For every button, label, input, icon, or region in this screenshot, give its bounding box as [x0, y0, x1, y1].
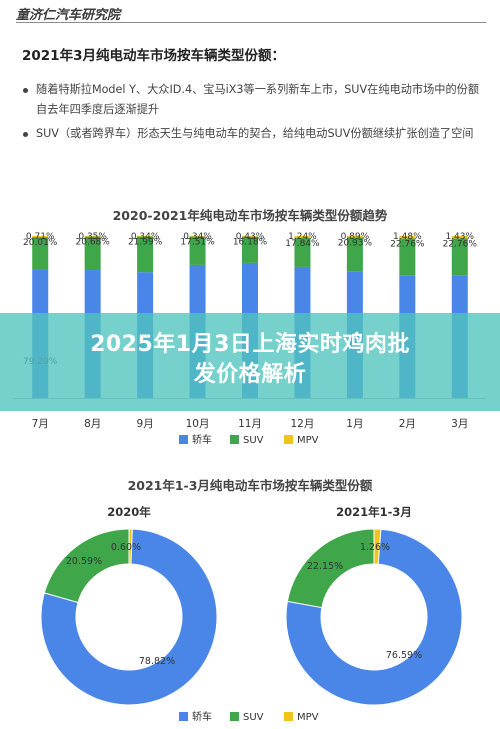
bar-MPV [346, 236, 363, 238]
x-tick-label: 3月 [451, 418, 468, 430]
bar-MPV [189, 236, 206, 237]
data-label: 17.51% [180, 238, 215, 248]
page-title: 2021年3月纯电动车市场按车辆类型份额： [22, 48, 285, 64]
bullet-item: 随着特斯拉Model Y、大众ID.4、宝马iX3等一系列新车上市，SUV在纯电… [22, 80, 480, 120]
donut-slice-轿车 [40, 528, 218, 706]
legend-label: SUV [243, 435, 264, 446]
donut-slice-轿车 [285, 528, 463, 706]
data-label: 17.84% [285, 239, 320, 249]
donut-charts: 2021年1-3月纯电动车市场按车辆类型份额 2020年 78.82% 20.59% 0… [40, 478, 463, 723]
data-label: 76.59% [386, 650, 422, 661]
bar-MPV [294, 236, 311, 239]
bullet-dot-icon [23, 132, 28, 137]
bullet-list: 随着特斯拉Model Y、大众ID.4、宝马iX3等一系列新车上市，SUV在纯电… [22, 80, 480, 148]
bar-SUV [399, 238, 416, 276]
brand-name: 童济仁汽车研究院 [16, 8, 121, 23]
data-label: 20.01% [23, 238, 58, 248]
data-label: 0.43% [236, 232, 265, 242]
header-divider [16, 22, 486, 23]
x-tick-label: 10月 [186, 418, 210, 430]
x-tick-label: 2月 [399, 418, 416, 430]
bar-MPV [242, 235, 258, 237]
data-label: 22.76% [443, 239, 478, 249]
chart-title: 2021年1-3月纯电动车市场按车辆类型份额 [128, 478, 373, 493]
bullet-text: 随着特斯拉Model Y、大众ID.4、宝马iX3等一系列新车上市，SUV在纯电… [36, 83, 480, 116]
x-tick-label: 8月 [84, 418, 101, 430]
chart-title: 2020-2021年纯电动车市场按车辆类型份额趋势 [113, 208, 388, 223]
data-label: 22.76% [390, 239, 425, 249]
x-tick-label: 12月 [291, 418, 315, 430]
legend-swatch [179, 435, 188, 444]
banner-line-1: 2025年1月3日上海实时鸡肉批 [90, 332, 410, 357]
data-label: 0.89% [341, 232, 370, 242]
legend-label: SUV [243, 712, 264, 723]
legend-label: 轿车 [192, 710, 212, 723]
data-label: 0.34% [183, 232, 212, 242]
bar-MPV [32, 235, 49, 238]
data-label: 1.26% [360, 542, 390, 553]
data-label: 0.71% [26, 232, 55, 242]
x-tick-label: 7月 [32, 418, 49, 430]
bar-SUV [189, 236, 206, 265]
donut-subtitle: 2020年 [107, 505, 151, 519]
legend-swatch [230, 712, 239, 721]
data-label: 1.48% [393, 232, 422, 242]
data-label: 20.59% [66, 556, 102, 567]
bar-SUV [294, 238, 311, 267]
bullet-text: SUV（或者跨界车）形态天生与纯电动车的契合，给纯电动SUV份额继续扩张创造了空… [36, 127, 474, 140]
donut-subtitle: 2021年1-3月 [336, 505, 412, 519]
data-label: 1.24% [288, 232, 317, 242]
bar-SUV [346, 237, 363, 272]
data-label: 1.43% [445, 232, 474, 242]
data-label: 0.60% [111, 542, 141, 553]
data-label: 0.34% [131, 232, 160, 242]
legend-swatch [179, 712, 188, 721]
donut-slice-SUV [286, 528, 375, 609]
overlay-banner [0, 313, 500, 411]
legend-label: 轿车 [192, 433, 212, 446]
legend-label: MPV [297, 712, 319, 723]
x-tick-label: 11月 [238, 418, 262, 430]
legend-swatch [284, 435, 293, 444]
data-label: 0.35% [78, 232, 107, 242]
bar-SUV [242, 236, 258, 263]
data-label: 20.93% [338, 238, 373, 248]
data-label: 21.99% [128, 238, 163, 248]
bar-MPV [84, 236, 101, 237]
data-label: 78.82% [139, 656, 175, 667]
data-label: 20.68% [76, 238, 111, 248]
bar-SUV [451, 238, 468, 276]
bar-MPV [451, 236, 468, 239]
donut-slice-SUV [43, 528, 130, 604]
bullet-item: SUV（或者跨界车）形态天生与纯电动车的契合，给纯电动SUV份额继续扩张创造了空… [22, 124, 480, 144]
bar-SUV [32, 237, 49, 270]
banner-line-2: 发价格解析 [193, 362, 307, 387]
bar-MPV [137, 236, 154, 237]
legend-label: MPV [297, 435, 319, 446]
legend-swatch [230, 435, 239, 444]
data-label: 22.15% [307, 561, 343, 572]
bar-SUV [84, 236, 101, 271]
x-tick-label: 1月 [346, 418, 363, 430]
data-label: 16.18% [233, 238, 268, 248]
banner-title: 2025年1月3日上海实时鸡肉批 发价格解析 [0, 330, 500, 390]
x-tick-label: 9月 [137, 418, 154, 430]
bar-SUV [137, 236, 154, 273]
bar-MPV [399, 236, 416, 239]
bullet-dot-icon [23, 88, 28, 93]
legend-swatch [284, 712, 293, 721]
